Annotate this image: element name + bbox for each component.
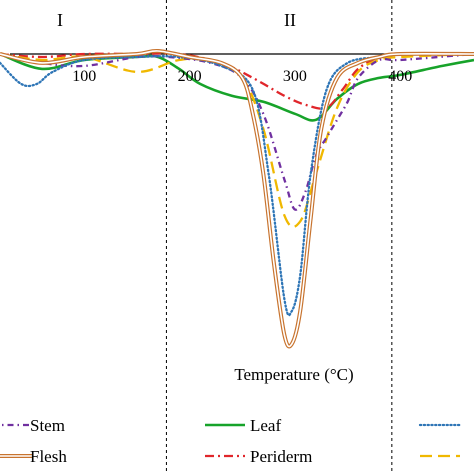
x-tick-label: 400 [388,68,412,85]
series-line-flesh [0,48,474,349]
series-line-leaf [0,52,474,122]
legend-entry: Periderm [205,447,312,466]
legend-label: Leaf [250,416,281,435]
x-tick-labels: 100 200 300 400 [72,68,412,85]
series-layer [0,48,474,349]
x-tick-label: 100 [72,68,96,85]
region-labels: I II [57,10,296,30]
series-line-unlabeled-5 [0,52,474,228]
x-tick-label: 200 [178,68,202,85]
series-line-flesh-inner [0,50,474,348]
series-line-stem [0,52,474,211]
legend: Stem Leaf Flesh Periderm [0,416,462,466]
series-line-unlabeled-4 [0,52,474,317]
series-line-periderm [0,52,474,110]
legend-label: Periderm [250,447,312,466]
legend-entry: Leaf [205,416,281,435]
region-label: I [57,10,63,30]
legend-label: Stem [30,416,65,435]
region-boundaries [165,0,393,474]
legend-entry: Flesh [0,447,67,466]
legend-entry: Stem [0,416,65,435]
region-label: II [284,10,296,30]
x-tick-label: 300 [283,68,307,85]
legend-label: Flesh [30,447,67,466]
x-axis-label: Temperature (°C) [234,365,353,384]
